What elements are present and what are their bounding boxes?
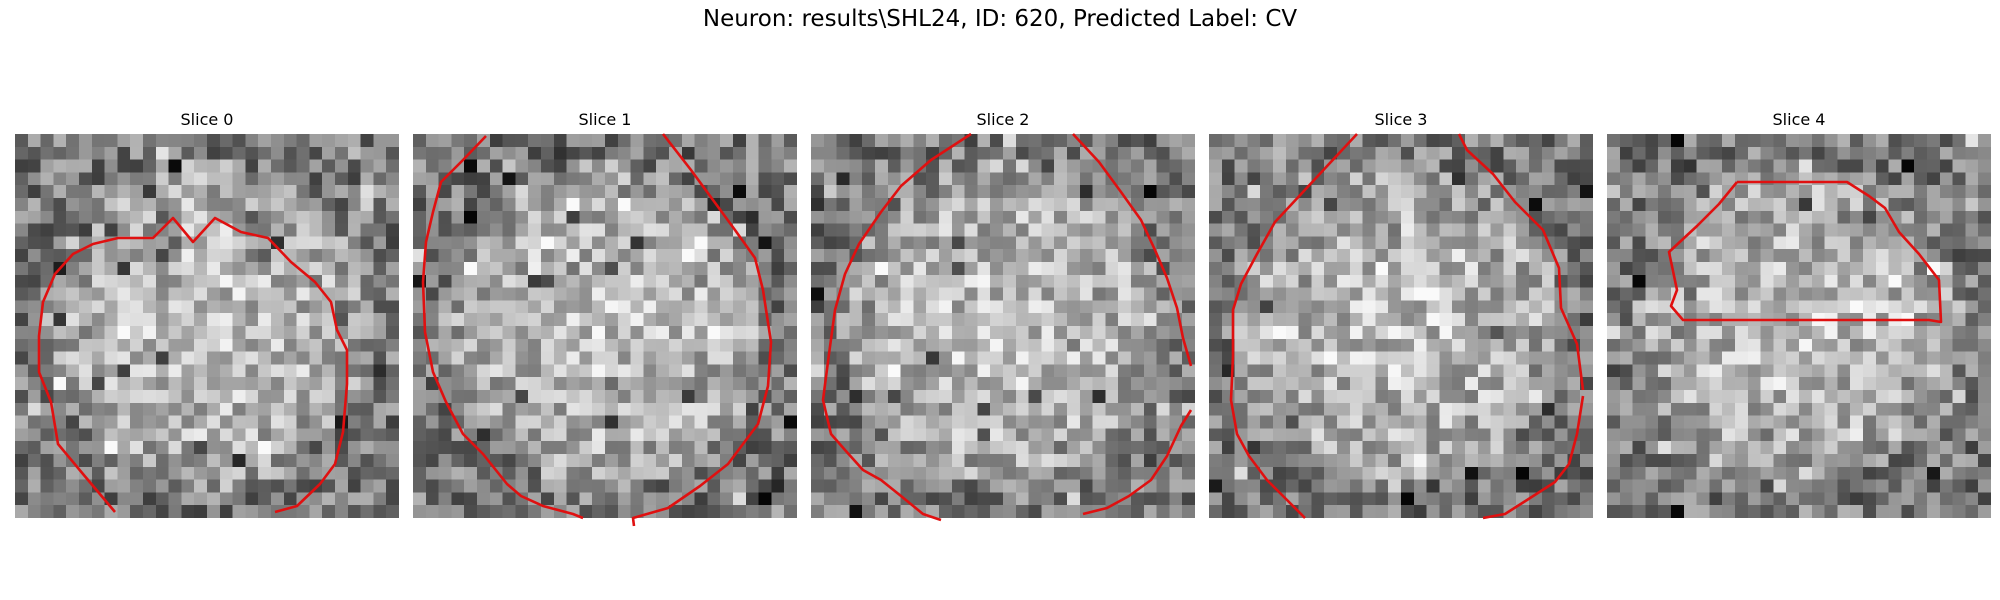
contour-outline [421,133,773,527]
contour-line [631,133,773,527]
slice-image [413,134,797,518]
contour-line [1482,395,1585,520]
slice-panel-0: Slice 0 [15,108,399,518]
contour-outline [821,132,1193,522]
slice-panel-2: Slice 2 [811,108,1195,522]
contour-line [421,135,584,520]
contour-outline [1667,180,1943,324]
contour-line [1457,133,1585,391]
contour-outline [1229,133,1585,520]
slice-title: Slice 4 [1772,110,1826,129]
figure-title: Neuron: results\SHL24, ID: 620, Predicte… [702,6,1298,32]
slice-title: Slice 3 [1374,110,1428,129]
slice-panel-1: Slice 1 [413,108,797,527]
contour-line [1082,409,1193,516]
contour-line [1072,133,1193,367]
slice-panel-3: Slice 3 [1209,108,1593,520]
slice-title: Slice 2 [976,110,1030,129]
slice-panel-4: Slice 4 [1607,108,1991,518]
slice-title: Slice 1 [578,110,632,129]
slice-image [811,134,1195,518]
slice-image [1209,134,1593,518]
contour-line [821,132,972,522]
contour-line [37,216,349,514]
contour-outline [37,216,349,514]
slice-title: Slice 0 [180,110,234,129]
contour-line [1667,180,1943,324]
slice-image [1607,134,1991,518]
contour-line [1229,133,1358,519]
